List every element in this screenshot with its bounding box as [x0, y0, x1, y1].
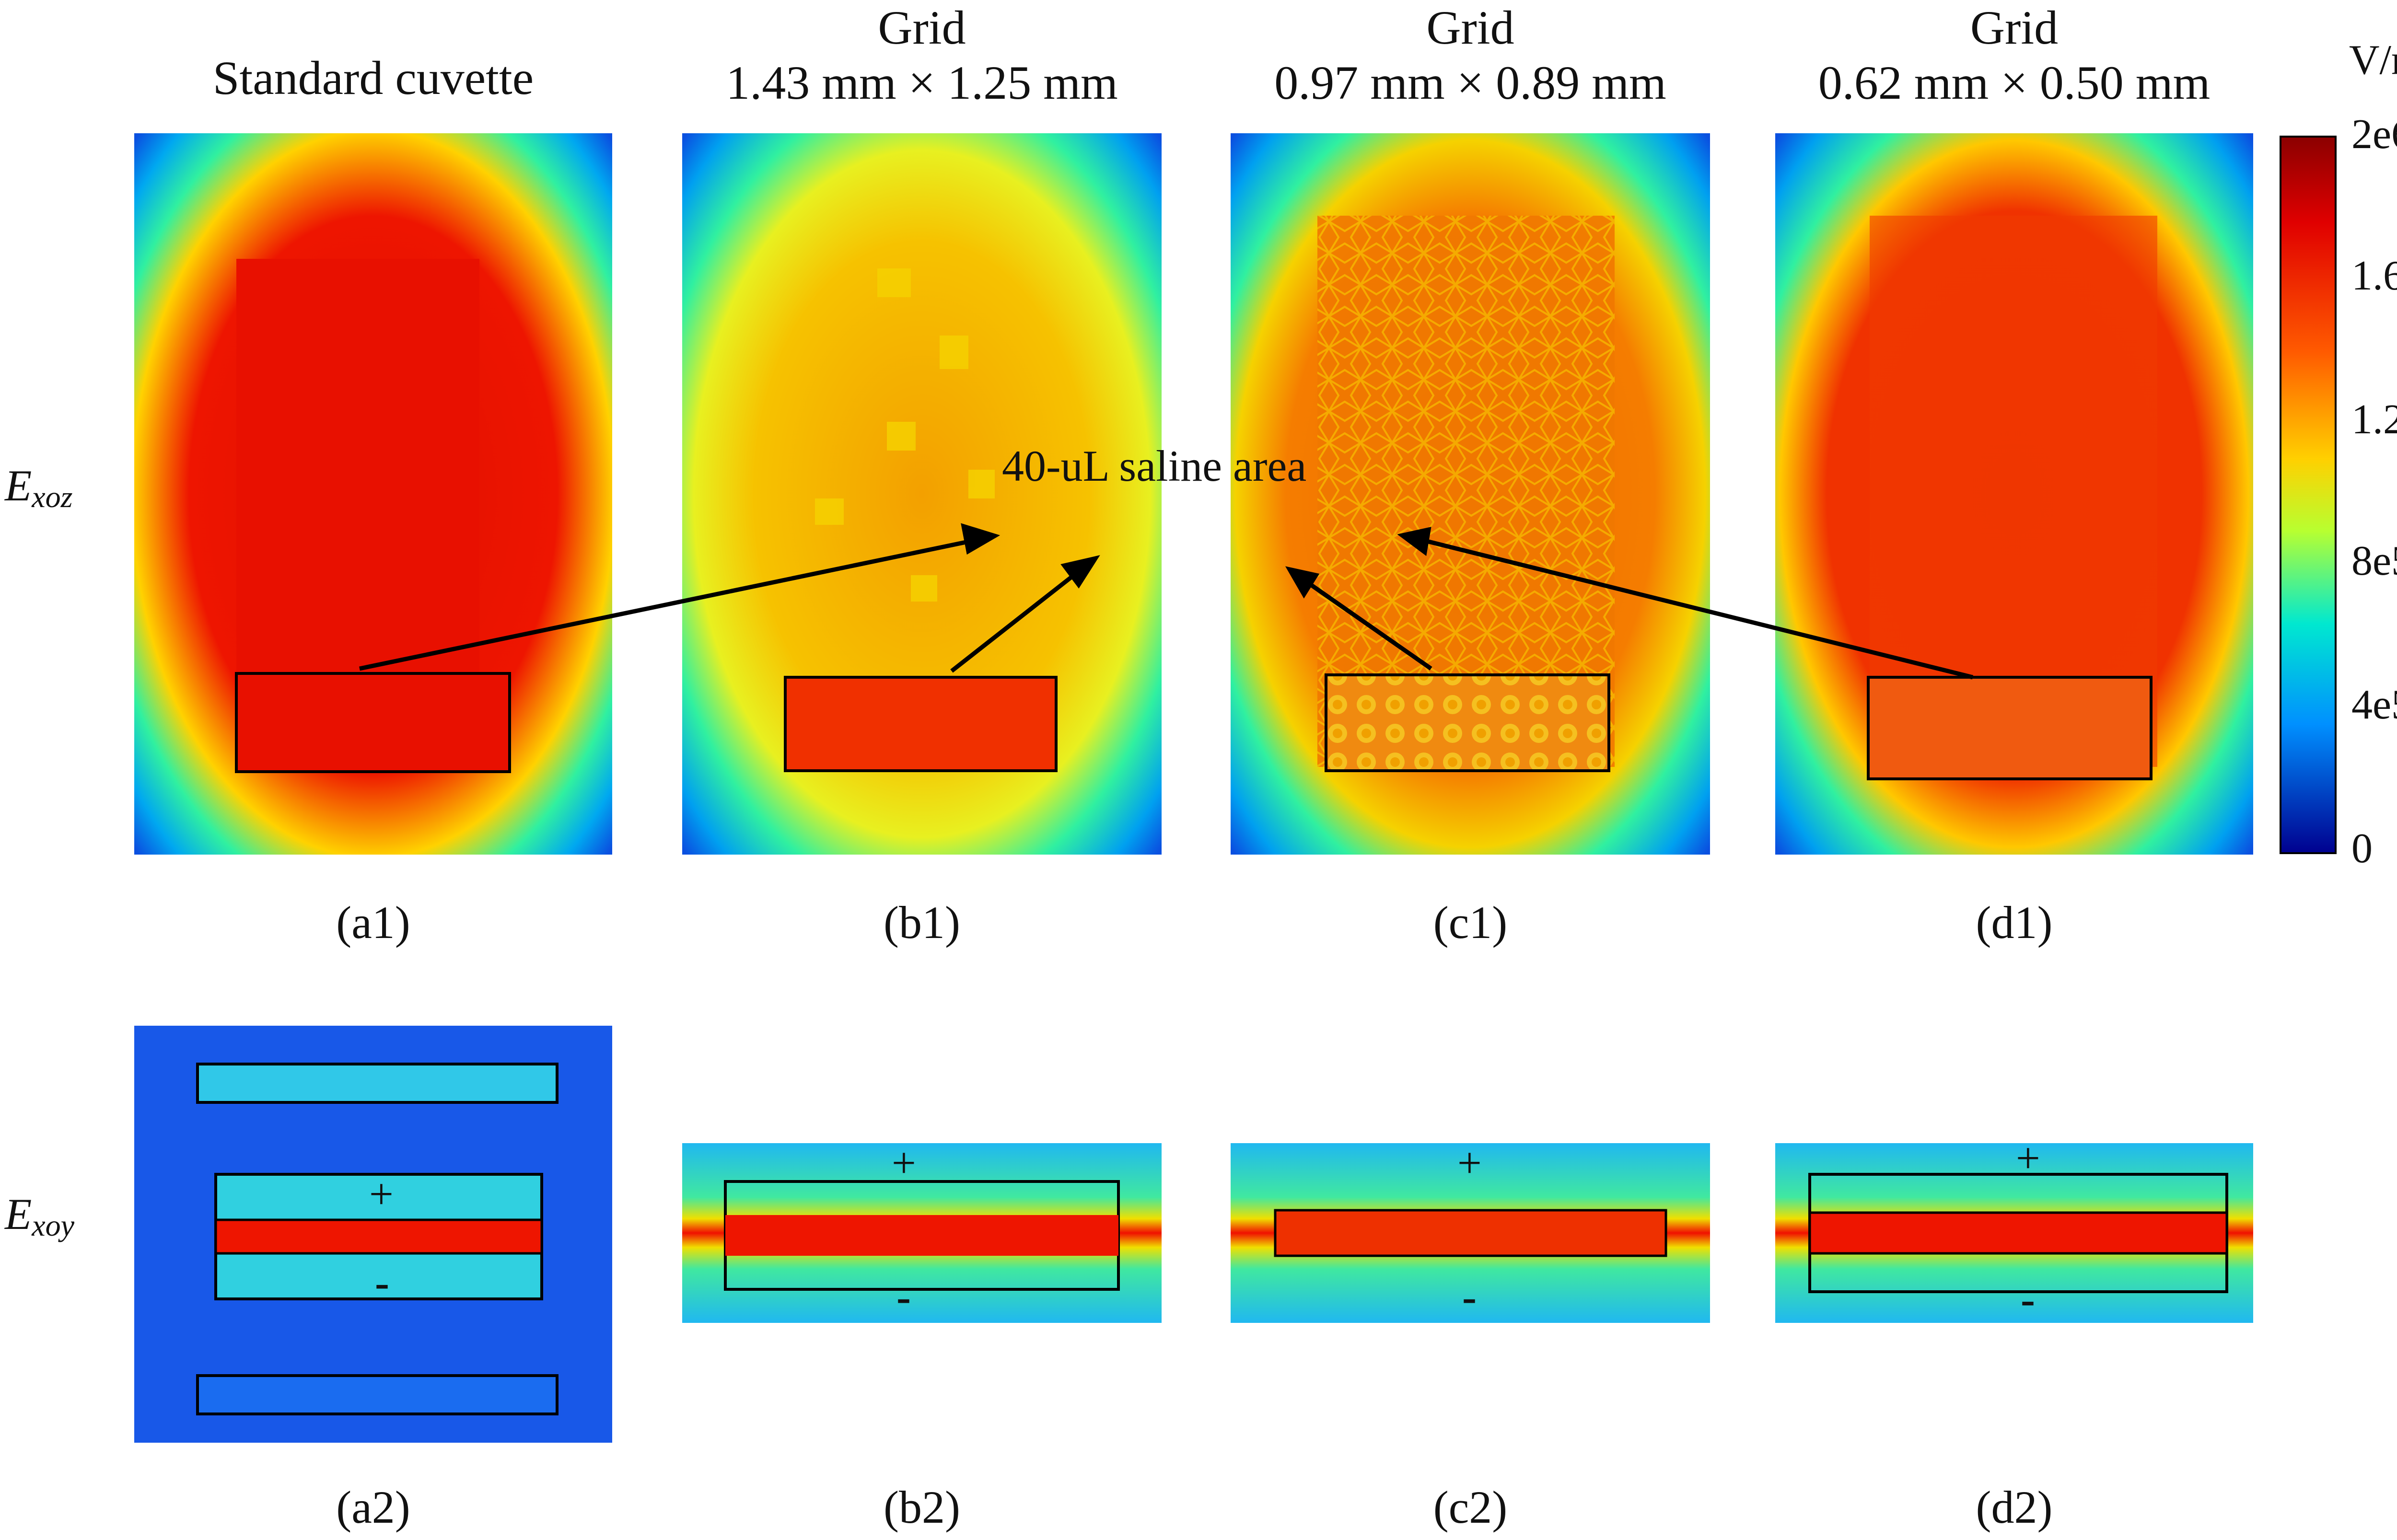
colorbar-unit: V/m [2349, 37, 2397, 83]
panel-d1 [1775, 133, 2253, 855]
column-title-d: Grid 0.62 mm × 0.50 mm [1775, 0, 2253, 110]
caption-d2: (d2) [1976, 1482, 2053, 1533]
annotation-arrows [359, 523, 1974, 680]
panel-b1 [682, 133, 1162, 855]
row-label-bottom: Exoy [5, 1190, 75, 1242]
plus-sign-b2: + [892, 1139, 916, 1187]
column-title-b: Grid 1.43 mm × 1.25 mm [682, 0, 1162, 110]
minus-sign-a2: - [375, 1259, 389, 1307]
panel-a1 [134, 133, 612, 855]
column-title-line2: 1.43 mm × 1.25 mm [726, 56, 1118, 109]
electrode-gap-region [1867, 676, 2153, 780]
column-title-line2: 0.62 mm × 0.50 mm [1818, 56, 2211, 109]
column-title-c: Grid 0.97 mm × 0.89 mm [1231, 0, 1710, 110]
column-title-line1: Grid [878, 1, 966, 54]
panel-c2 [1231, 1143, 1710, 1323]
colorbar [2280, 136, 2337, 854]
plus-sign-a2: + [369, 1170, 394, 1218]
plus-sign-c2: + [1457, 1139, 1482, 1187]
panel-a2 [134, 1026, 612, 1443]
caption-b2: (b2) [884, 1482, 960, 1533]
colorbar-tick: 2e6 [2351, 111, 2397, 158]
colorbar-tick: 8e5 [2351, 538, 2397, 584]
caption-b1: (b1) [884, 897, 960, 948]
saline-area-annotation: 40-uL saline area [1002, 441, 1307, 490]
electrode-gap-region [235, 672, 511, 773]
plus-sign-d2: + [2016, 1135, 2040, 1182]
row-label-top: Exoz [5, 461, 73, 514]
panel-b2 [682, 1143, 1162, 1323]
panel-c1 [1231, 133, 1710, 855]
caption-a2: (a2) [336, 1482, 410, 1533]
column-title-line1: Grid [1970, 1, 2059, 54]
minus-sign-b2: - [896, 1274, 911, 1321]
minus-sign-c2: - [1462, 1274, 1477, 1321]
column-title-line1: Grid [1426, 1, 1514, 54]
colorbar-tick: 0 [2351, 825, 2373, 872]
colorbar-tick: 4e5 [2351, 682, 2397, 728]
column-title-a: Standard cuvette [134, 50, 612, 105]
electrode-gap-region [1325, 673, 1610, 772]
minus-sign-d2: - [2021, 1276, 2035, 1323]
column-title-line2: 0.97 mm × 0.89 mm [1274, 56, 1666, 109]
colorbar-tick: 1.2e6 [2351, 396, 2397, 443]
caption-c1: (c1) [1433, 897, 1508, 948]
colorbar-tick: 1.6e6 [2351, 253, 2397, 299]
caption-c2: (c2) [1433, 1482, 1508, 1533]
column-title-line1: Standard cuvette [212, 51, 534, 104]
caption-d1: (d1) [1976, 897, 2053, 948]
panel-d2 [1775, 1143, 2253, 1323]
caption-a1: (a1) [336, 897, 410, 948]
electrode-gap-region [784, 676, 1058, 772]
